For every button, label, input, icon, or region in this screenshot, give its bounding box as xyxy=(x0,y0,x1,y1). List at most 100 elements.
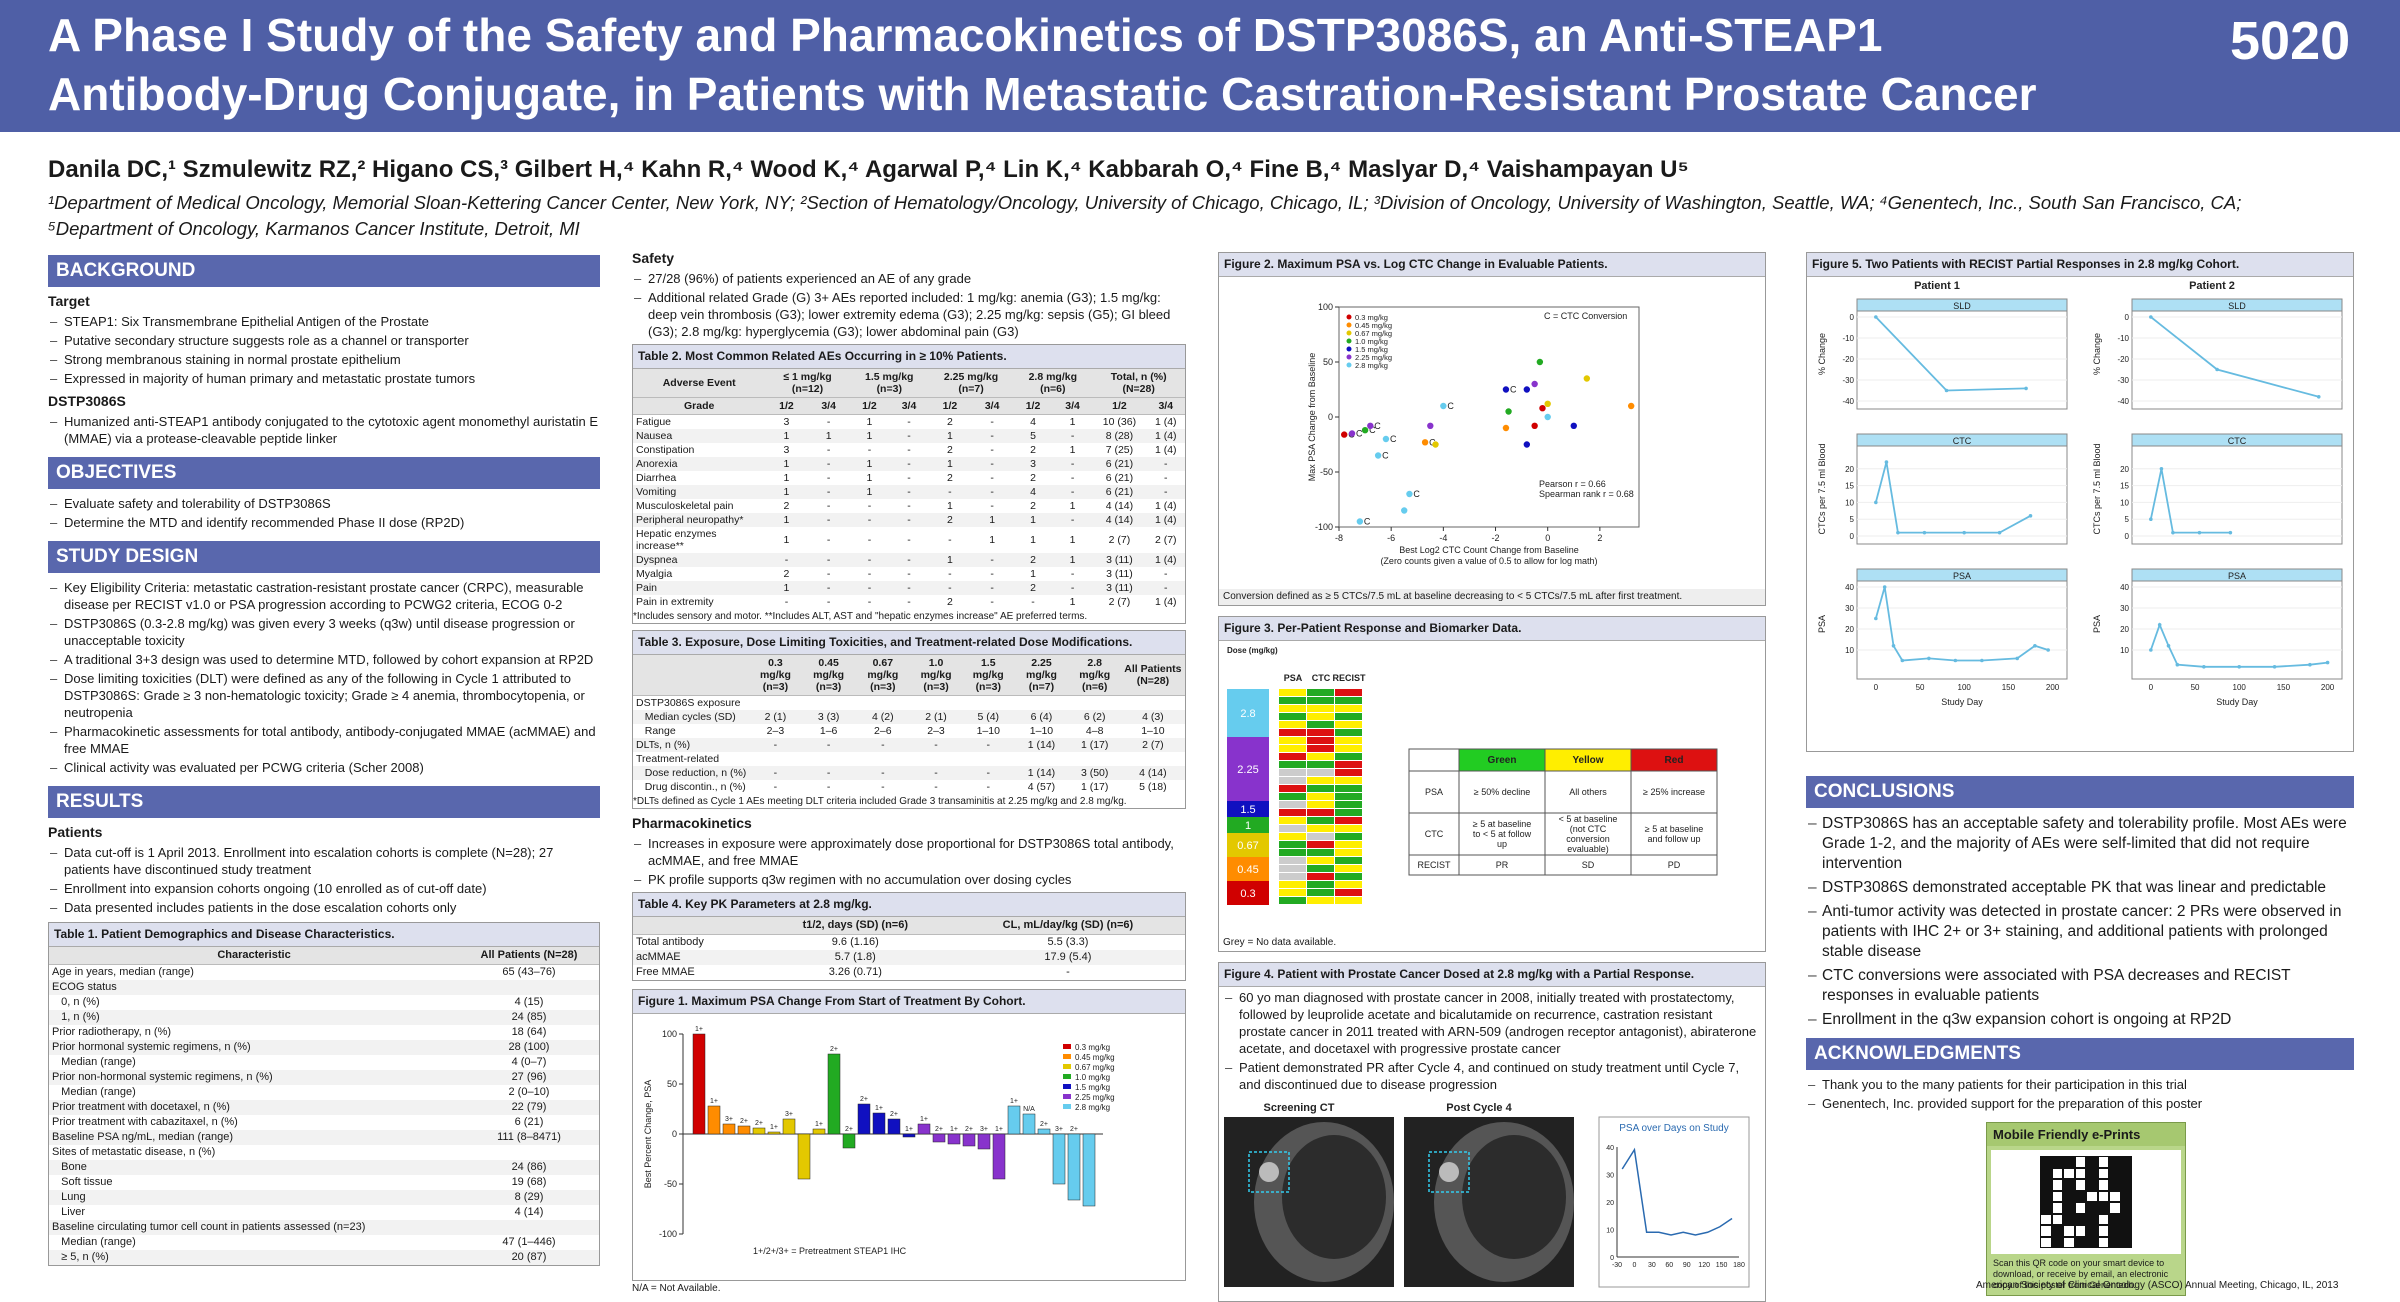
heatmap-cell xyxy=(1307,713,1334,720)
table-cell: 2 xyxy=(928,513,972,527)
heatmap-cell xyxy=(1307,689,1334,696)
y-tick-label: 5 xyxy=(2125,515,2130,524)
table-cell: 4 (0–7) xyxy=(511,1056,547,1068)
table-cell: 1–10 xyxy=(976,725,1000,737)
table-cell: Median (range) xyxy=(52,1236,136,1248)
series-point xyxy=(1962,530,1967,535)
figure-4: Figure 4. Patient with Prostate Cancer D… xyxy=(1218,962,1766,1302)
table-cell: - xyxy=(867,568,872,580)
dose-band-label: 2.25 xyxy=(1237,764,1258,776)
bar xyxy=(812,1128,826,1135)
safety-list: 27/28 (96%) of patients experienced an A… xyxy=(632,270,1186,340)
legend-label: 2.8 mg/kg xyxy=(1075,1103,1110,1112)
panel-title: CTC xyxy=(2228,436,2247,446)
table-cell: - xyxy=(773,781,778,793)
table-cell: - xyxy=(990,596,994,608)
table-row: Peripheral neuropathy* 1- - -2 1 1-4 (14) 1 (4… xyxy=(633,513,1185,527)
ct-scan-image xyxy=(1404,1117,1574,1287)
y-tick-label: 100 xyxy=(662,1029,677,1039)
drug-heading: DSTP3086S xyxy=(48,393,126,409)
authors: Danila DC,¹ Szmulewitz RZ,² Higano CS,³ … xyxy=(48,156,1689,183)
data-point xyxy=(1374,452,1382,459)
eprints-box[interactable]: Mobile Friendly e-Prints Scan this QR co… xyxy=(1986,1122,2186,1296)
table-cell: 1 (4) xyxy=(1154,596,1177,608)
bar xyxy=(962,1133,976,1147)
table-cell: 3 xyxy=(783,444,790,456)
bar xyxy=(782,1118,796,1135)
table-cell: - xyxy=(826,472,831,484)
table-cell: Age in years, median (range) xyxy=(52,966,194,978)
table-cell: 2–3 xyxy=(766,725,785,737)
qr-module xyxy=(2110,1180,2120,1190)
table-cell: Prior hormonal systemic regimens, n (%) xyxy=(49,1040,459,1055)
heatmap-cell xyxy=(1307,865,1334,872)
heatmap-cell xyxy=(1307,737,1334,744)
y-tick-label: 50 xyxy=(1323,357,1333,367)
ct-scan-image xyxy=(1224,1117,1394,1287)
table-row: Nausea 1 1 1-1-5-8 (28) 1 (4) xyxy=(633,429,1185,443)
y-tick-label: 20 xyxy=(1845,465,1854,474)
table-cell: 3 xyxy=(783,416,790,428)
bar-label: 3+ xyxy=(1055,1126,1063,1133)
y-tick-label: -30 xyxy=(1842,376,1854,385)
table-cell: 1 xyxy=(1069,416,1076,428)
series-point xyxy=(2215,367,2219,372)
qr-module xyxy=(2110,1168,2120,1178)
heatmap-cell xyxy=(1307,753,1334,760)
table-cell: 1 xyxy=(1069,444,1076,456)
dose-band xyxy=(1227,881,1269,905)
panel-strip xyxy=(2131,433,2343,447)
heatmap-cell xyxy=(1307,825,1334,832)
y-tick-label: 40 xyxy=(1845,583,1854,592)
legend-cell xyxy=(1630,854,1718,876)
list-item: 60 yo man diagnosed with prostate cancer… xyxy=(1223,989,1761,1057)
panel-strip xyxy=(1856,568,2068,582)
table-cell: Median (range) xyxy=(52,1056,136,1068)
table-cell: Soft tissue xyxy=(52,1176,113,1188)
ct-lesion xyxy=(1439,1162,1459,1182)
legend-header-label: Green xyxy=(1488,755,1517,766)
series-point xyxy=(2149,517,2153,521)
heatmap-cell xyxy=(1307,729,1334,736)
qr-module xyxy=(2098,1168,2108,1178)
y-tick-label: 15 xyxy=(2120,482,2129,491)
table-cell: 3 (3) xyxy=(801,710,856,724)
heatmap-cell xyxy=(1335,785,1362,792)
ct-airspace xyxy=(1462,1135,1566,1259)
heatmap-cell xyxy=(1279,801,1306,808)
grade-header: 1/2 xyxy=(928,397,972,415)
column-3: Figure 2. Maximum PSA vs. Log CTC Change… xyxy=(1218,252,1766,1302)
qr-module xyxy=(2052,1168,2062,1178)
heatmap-cell xyxy=(1335,897,1362,904)
panel-frame xyxy=(2131,433,2343,545)
data-point xyxy=(1570,422,1577,429)
list-item: Enrollment in the q3w expansion cohort i… xyxy=(1806,1010,2354,1030)
table-cell: - xyxy=(826,444,831,456)
panel-frame xyxy=(2131,298,2343,410)
x-tick-label: 0 xyxy=(1874,683,1879,692)
table-cell: 1 xyxy=(971,513,1014,527)
y-tick-label: 50 xyxy=(667,1079,677,1089)
x-axis-label: Study Day xyxy=(1941,697,1983,707)
table-cell: Dose reduction, n (%) xyxy=(633,766,750,780)
series-point xyxy=(1944,388,1949,393)
y-tick-label: 10 xyxy=(1845,646,1854,655)
series-point xyxy=(1980,658,1984,663)
table-cell: Pain xyxy=(633,581,766,595)
table-row: DLTs, n (%) - - - - -1 (14) 1 (17) 2 (7) xyxy=(633,738,1185,752)
list-item: Humanized anti-STEAP1 antibody conjugate… xyxy=(48,413,600,447)
legend-header-label: Red xyxy=(1665,755,1684,766)
heatmap-col-header: CTC xyxy=(1312,673,1331,683)
bar xyxy=(722,1123,736,1135)
table-cell: - xyxy=(826,416,831,428)
bar xyxy=(1052,1133,1066,1185)
objectives-heading: OBJECTIVES xyxy=(48,457,600,489)
table-cell: 1, n (%) xyxy=(49,1010,459,1025)
heatmap-cell xyxy=(1279,897,1306,904)
ct-lesion-box xyxy=(1248,1151,1290,1193)
qr-code-icon[interactable] xyxy=(1991,1150,2181,1254)
dose-band-label: 1.5 xyxy=(1240,804,1255,816)
table-cell: 2 xyxy=(783,568,790,580)
conversion-label: C xyxy=(1390,434,1397,444)
ct-caption: Screening CT xyxy=(1264,1102,1335,1114)
